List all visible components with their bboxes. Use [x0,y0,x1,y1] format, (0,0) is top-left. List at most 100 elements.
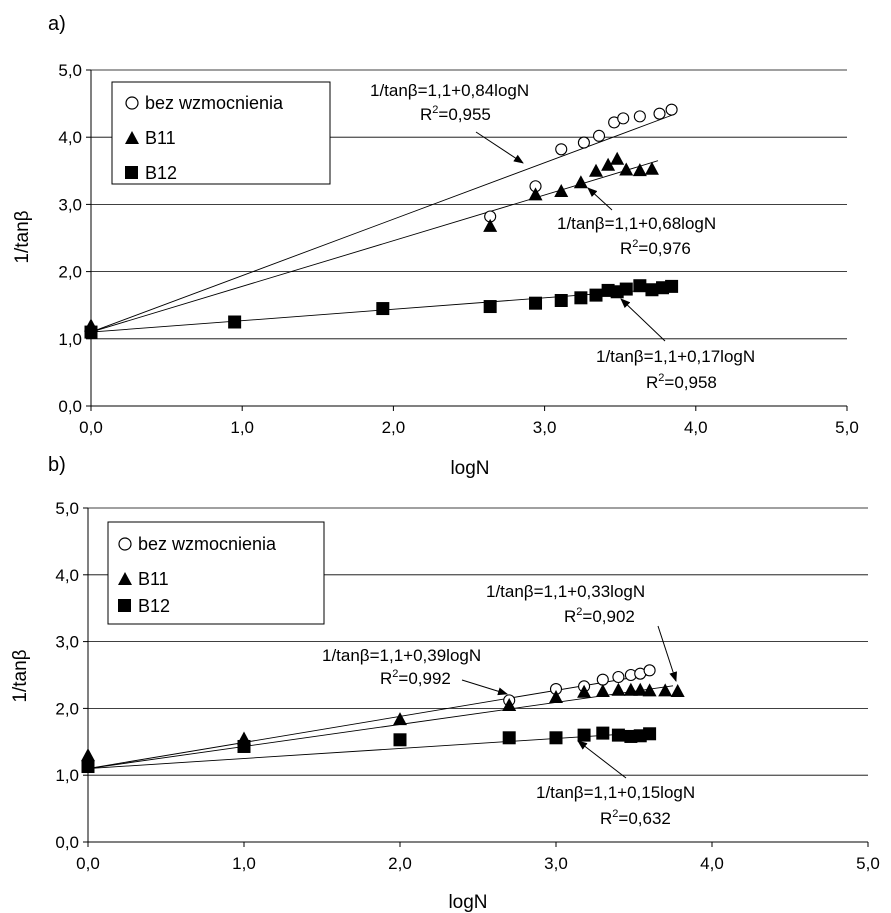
y-tick-label-a: 0,0 [58,397,82,416]
point-open-circle-a [555,143,568,156]
point-filled-square-a [376,302,390,316]
panel-label-a: a) [48,13,66,35]
point-filled-triangle-a [573,175,588,189]
chart-a: a) 1/tanβ logN 0,0 1,0 2,0 3,0 4,0 5,0 0,0 1,0 2… [12,13,859,479]
point-filled-square-b [549,731,563,745]
x-axis-label-a: logN [450,458,489,479]
annotation-a-2: 1/tanβ=1,1+0,68logN R2=0,976 [557,187,716,258]
plot-area-a: 0,0 1,0 2,0 3,0 4,0 5,0 0,0 1,0 2,0 3,0 4,0 5,0 [58,61,858,437]
annotation-r2-a-2: R2=0,976 [620,238,691,258]
annotation-equation-b-2: 1/tanβ=1,1+0,39logN [322,646,481,665]
annotation-a-3: 1/tanβ=1,1+0,17logN R2=0,958 [596,298,755,392]
x-tick-label-b: 1,0 [232,854,256,873]
y-tick-label-b: 5,0 [55,499,79,518]
legend-b: bez wzmocnienia B11 B12 [107,521,325,625]
legend-box-b [107,521,325,625]
annotation-arrow-b-2 [461,679,508,696]
y-tick-label-b: 3,0 [55,633,79,652]
point-filled-triangle-a [483,218,498,232]
annotation-a-1: 1/tanβ=1,1+0,84logN R2=0,955 [370,81,529,164]
legend-marker-square-a [125,166,138,179]
legend-a: bez wzmocnienia B11 B12 [111,81,331,185]
point-filled-triangle-b [595,684,610,698]
y-tick-label-a: 2,0 [58,263,82,282]
point-filled-triangle-b [623,682,638,696]
point-filled-square-a [554,293,568,307]
point-filled-square-b [577,728,591,742]
point-filled-square-b [596,726,610,740]
point-filled-triangle-a [619,162,634,176]
point-filled-triangle-b [549,690,563,704]
point-filled-triangle-b [393,712,407,726]
point-filled-triangle-b [577,684,592,698]
point-open-circle-a [617,112,630,125]
y-axis-label-b: 1/tanβ [10,649,31,702]
point-filled-square-a [665,279,679,293]
y-tick-label-b: 2,0 [55,699,79,718]
fit-line-a [90,114,674,333]
point-filled-square-b [237,739,251,753]
annotation-r2-b-1: R2=0,902 [564,606,635,626]
y-tick-label-b: 1,0 [55,766,79,785]
fit-line-b [87,674,650,769]
point-filled-triangle-b [502,698,517,712]
panel-label-b: b) [48,454,66,476]
annotation-equation-b-3: 1/tanβ=1,1+0,15logN [536,783,695,802]
legend-marker-circle-b [118,537,132,551]
point-filled-triangle-a [610,151,625,165]
point-filled-square-a [633,279,647,293]
x-axis-label-b: logN [448,892,487,913]
point-open-circle-b [612,670,625,684]
y-tick-label-a: 1,0 [58,330,82,349]
point-filled-square-b [393,733,407,747]
annotation-arrow-a-2 [587,187,613,211]
y-tick-label-b: 4,0 [55,566,79,585]
legend-marker-triangle-a [125,131,139,144]
point-filled-triangle-a [589,163,604,177]
annotation-r2-b-2: R2=0,992 [380,668,451,688]
annotation-r2-a-1: R2=0,955 [420,104,491,124]
legend-marker-circle-a [125,96,139,110]
y-tick-label-a: 4,0 [58,128,82,147]
legend-label-bez-wzmocnienia-b: bez wzmocnienia [138,534,277,554]
annotation-arrow-b-3 [577,740,627,779]
point-filled-triangle-a [644,161,659,175]
y-tick-label-a: 5,0 [58,61,82,80]
x-tick-label-a: 3,0 [533,418,557,437]
point-filled-square-b [502,731,516,745]
point-open-circle-a [577,136,590,149]
annotation-b-3: 1/tanβ=1,1+0,15logN R2=0,632 [536,740,695,828]
chart-b: b) 1/tanβ logN 0,0 1,0 2,0 3,0 4,0 5,0 0,0 1,0 2… [10,454,880,913]
point-filled-triangle-b [611,682,626,696]
point-filled-square-a [529,296,543,310]
annotation-r2-b-3: R2=0,632 [600,808,671,828]
point-filled-triangle-b [670,684,685,698]
point-filled-square-b [81,760,95,774]
annotation-equation-a-3: 1/tanβ=1,1+0,17logN [596,347,755,366]
legend-marker-triangle-b [118,572,132,585]
annotation-arrow-a-1 [475,131,524,164]
y-axis-label-a: 1/tanβ [12,210,33,263]
legend-label-b12-a: B12 [145,163,177,183]
point-filled-triangle-b [642,683,657,697]
annotation-arrow-a-3 [620,298,666,342]
annotation-r2-a-3: R2=0,958 [646,372,717,392]
point-filled-square-a [574,291,588,305]
x-tick-label-b: 2,0 [388,854,412,873]
point-filled-triangle-a [528,187,543,201]
plot-area-b: 0,0 1,0 2,0 3,0 4,0 5,0 0,0 1,0 2,0 3,0 4,0 5,0 [55,499,879,873]
point-open-circle-b [596,673,609,686]
point-filled-square-a [589,288,603,302]
point-open-circle-a [653,107,666,120]
x-tick-label-a: 2,0 [382,418,406,437]
point-open-circle-a [592,129,606,142]
point-open-circle-a [633,110,646,123]
point-filled-square-a [483,300,497,314]
point-filled-square-b [643,727,657,741]
x-tick-label-b: 3,0 [544,854,568,873]
annotation-equation-a-1: 1/tanβ=1,1+0,84logN [370,81,529,100]
legend-label-bez-wzmocnienia-a: bez wzmocnienia [145,93,284,113]
x-tick-label-b: 0,0 [76,854,100,873]
legend-label-b12-b: B12 [138,596,170,616]
